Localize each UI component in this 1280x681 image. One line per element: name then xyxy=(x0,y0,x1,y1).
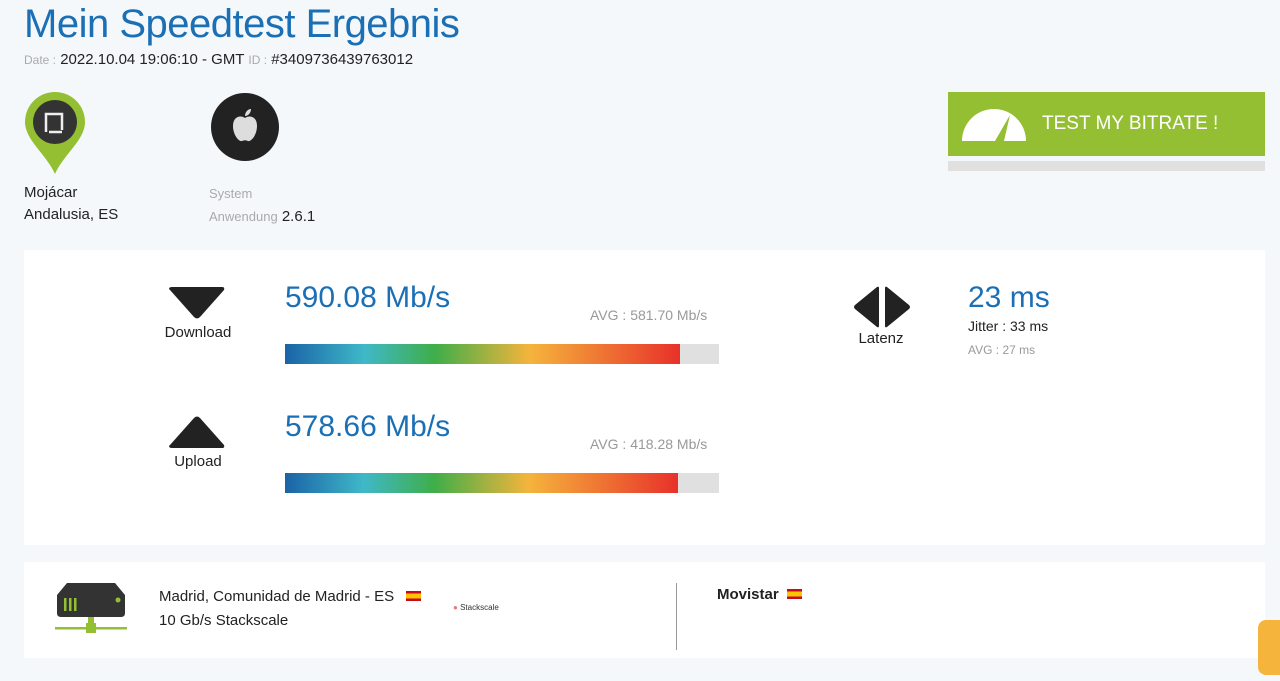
upload-bar xyxy=(285,473,719,493)
location-pin-icon xyxy=(25,92,85,174)
download-avg: AVG : 581.70 Mb/s xyxy=(590,307,708,323)
upload-bar-fill xyxy=(285,473,678,493)
stackscale-logo: ● Stackscale xyxy=(453,603,499,612)
server-icon xyxy=(55,583,127,633)
speedometer-icon xyxy=(962,109,1026,141)
isp-name: Movistar xyxy=(717,586,779,603)
server-card xyxy=(24,562,1265,658)
download-arrow-icon xyxy=(169,287,225,319)
date: 2022.10.04 19:06:10 - GMT xyxy=(60,51,245,68)
page-title: Mein Speedtest Ergebnis xyxy=(24,2,460,46)
download-bar-fill xyxy=(285,344,680,364)
download-value: 590.08 Mb/s xyxy=(285,281,451,314)
feedback-tab[interactable] xyxy=(1258,620,1280,675)
spain-flag-icon xyxy=(406,591,422,601)
upload-arrow-icon xyxy=(169,416,225,448)
progress-track xyxy=(948,161,1265,171)
download-bar xyxy=(285,344,719,364)
divider xyxy=(676,583,677,650)
latency-arrows-icon xyxy=(854,286,910,328)
apple-icon xyxy=(211,93,279,161)
server-location: Madrid, Comunidad de Madrid - ES xyxy=(159,588,395,605)
spain-flag-icon xyxy=(786,589,802,599)
results-card xyxy=(24,250,1265,545)
latency-value: 23 ms xyxy=(968,281,1050,314)
result-id: #3409736439763012 xyxy=(271,51,414,68)
app-version: 2.6.1 xyxy=(281,208,316,225)
jitter: Jitter : 33 ms xyxy=(968,318,1049,334)
upload-value: 578.66 Mb/s xyxy=(285,410,451,443)
result-meta: Date : 2022.10.04 19:06:10 - GMT ID : #3… xyxy=(24,51,414,68)
upload-avg: AVG : 418.28 Mb/s xyxy=(590,436,708,452)
latency-avg: AVG : 27 ms xyxy=(968,343,1036,357)
location-region: Andalusia, ES xyxy=(24,206,119,223)
location-city: Mojácar xyxy=(24,184,78,201)
server-description: 10 Gb/s Stackscale xyxy=(159,612,289,629)
test-bitrate-button[interactable]: TEST MY BITRATE ! xyxy=(948,92,1265,156)
